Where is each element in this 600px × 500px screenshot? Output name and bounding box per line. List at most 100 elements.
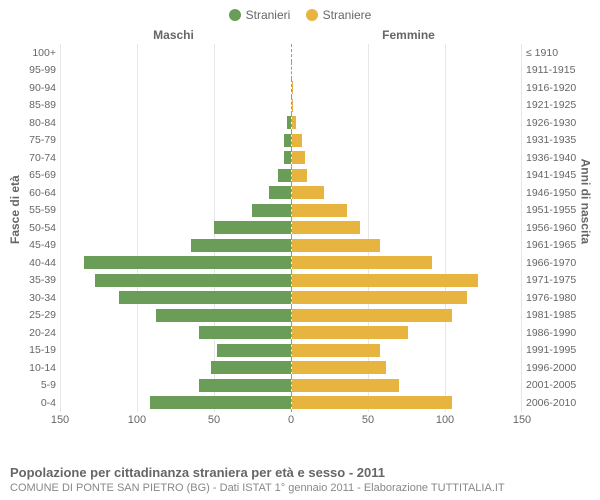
chart-row: 35-391971-1975 [14,272,586,290]
x-tick: 0 [288,414,294,426]
bar-pair [60,394,522,412]
bar-male [84,256,291,269]
bar-female [292,204,347,217]
age-label: 60-64 [14,187,60,199]
age-label: 35-39 [14,274,60,286]
year-label: 1941-1945 [522,169,586,181]
year-label: ≤ 1910 [522,47,586,59]
bar-male [269,186,290,199]
bar-female [292,99,294,112]
bar-pair [60,219,522,237]
chart-row: 75-791931-1935 [14,132,586,150]
column-headers: Maschi Femmine [10,28,590,42]
bar-female [292,81,294,94]
age-label: 10-14 [14,362,60,374]
bar-male [252,204,290,217]
age-label: 95-99 [14,64,60,76]
age-label: 25-29 [14,309,60,321]
year-label: 1976-1980 [522,292,586,304]
legend-female: Straniere [306,8,372,22]
x-tick: 150 [513,414,531,426]
year-label: 2001-2005 [522,379,586,391]
bar-female [292,396,453,409]
bar-female [292,379,399,392]
bar-female [292,274,479,287]
chart-row: 30-341976-1980 [14,289,586,307]
x-tick: 100 [128,414,146,426]
x-axis: 15010050050100150 [14,414,586,430]
bar-pair [60,114,522,132]
chart-row: 55-591951-1955 [14,202,586,220]
bar-pair [60,167,522,185]
bar-pair [60,149,522,167]
bar-female [292,116,297,129]
bar-pair [60,97,522,115]
age-label: 40-44 [14,257,60,269]
bar-male [199,379,291,392]
bar-pair [60,132,522,150]
bar-pair [60,79,522,97]
legend-female-label: Straniere [323,8,372,22]
year-label: 1916-1920 [522,82,586,94]
age-label: 90-94 [14,82,60,94]
bar-female [292,239,381,252]
bar-female [292,186,324,199]
footer-title: Popolazione per cittadinanza straniera p… [10,465,590,480]
year-label: 1921-1925 [522,99,586,111]
year-label: 2006-2010 [522,397,586,409]
chart-row: 70-741936-1940 [14,149,586,167]
chart-row: 20-24 1986-1990 [14,324,586,342]
bar-male [156,309,291,322]
age-label: 0-4 [14,397,60,409]
age-label: 5-9 [14,379,60,391]
bar-pair [60,342,522,360]
chart-row: 60-64 1946-1950 [14,184,586,202]
chart-row: 80-84 1926-1930 [14,114,586,132]
year-label: 1966-1970 [522,257,586,269]
header-male: Maschi [56,28,291,42]
x-tick: 50 [362,414,374,426]
bar-male [278,169,290,182]
chart-row: 15-191991-1995 [14,342,586,360]
pyramid-chart: 100+ ≤ 1910 95-99 1911-1915 90-94 1916-1920 85… [14,44,586,412]
bar-female [292,291,468,304]
bar-pair [60,184,522,202]
chart-row: 50-541956-1960 [14,219,586,237]
x-tick: 100 [436,414,454,426]
footer-subtitle: COMUNE DI PONTE SAN PIETRO (BG) - Dati I… [10,482,590,494]
legend: Stranieri Straniere [10,8,590,24]
age-label: 80-84 [14,117,60,129]
year-label: 1946-1950 [522,187,586,199]
legend-swatch-female [306,9,318,21]
legend-swatch-male [229,9,241,21]
bar-pair [60,62,522,80]
year-label: 1956-1960 [522,222,586,234]
bar-male [150,396,291,409]
bar-male [217,344,290,357]
bar-male [119,291,290,304]
bar-female [292,221,361,234]
bar-female [292,134,303,147]
year-label: 1991-1995 [522,344,586,356]
chart-row: 10-14 1996-2000 [14,359,586,377]
bar-female [292,344,381,357]
year-label: 1926-1930 [522,117,586,129]
age-label: 100+ [14,47,60,59]
year-label: 1911-1915 [522,64,586,76]
chart-row: 25-291981-1985 [14,307,586,325]
bar-female [292,309,453,322]
year-label: 1986-1990 [522,327,586,339]
chart-row: 0-4 2006-2010 [14,394,586,412]
chart-row: 85-891921-1925 [14,97,586,115]
bar-female [292,256,433,269]
bar-pair [60,254,522,272]
bar-female [292,326,408,339]
bar-male [214,221,290,234]
chart-row: 5-9 2001-2005 [14,377,586,395]
age-label: 75-79 [14,134,60,146]
bar-pair [60,237,522,255]
header-female: Femmine [291,28,526,42]
year-label: 1996-2000 [522,362,586,374]
bar-male [95,274,291,287]
age-label: 20-24 [14,327,60,339]
